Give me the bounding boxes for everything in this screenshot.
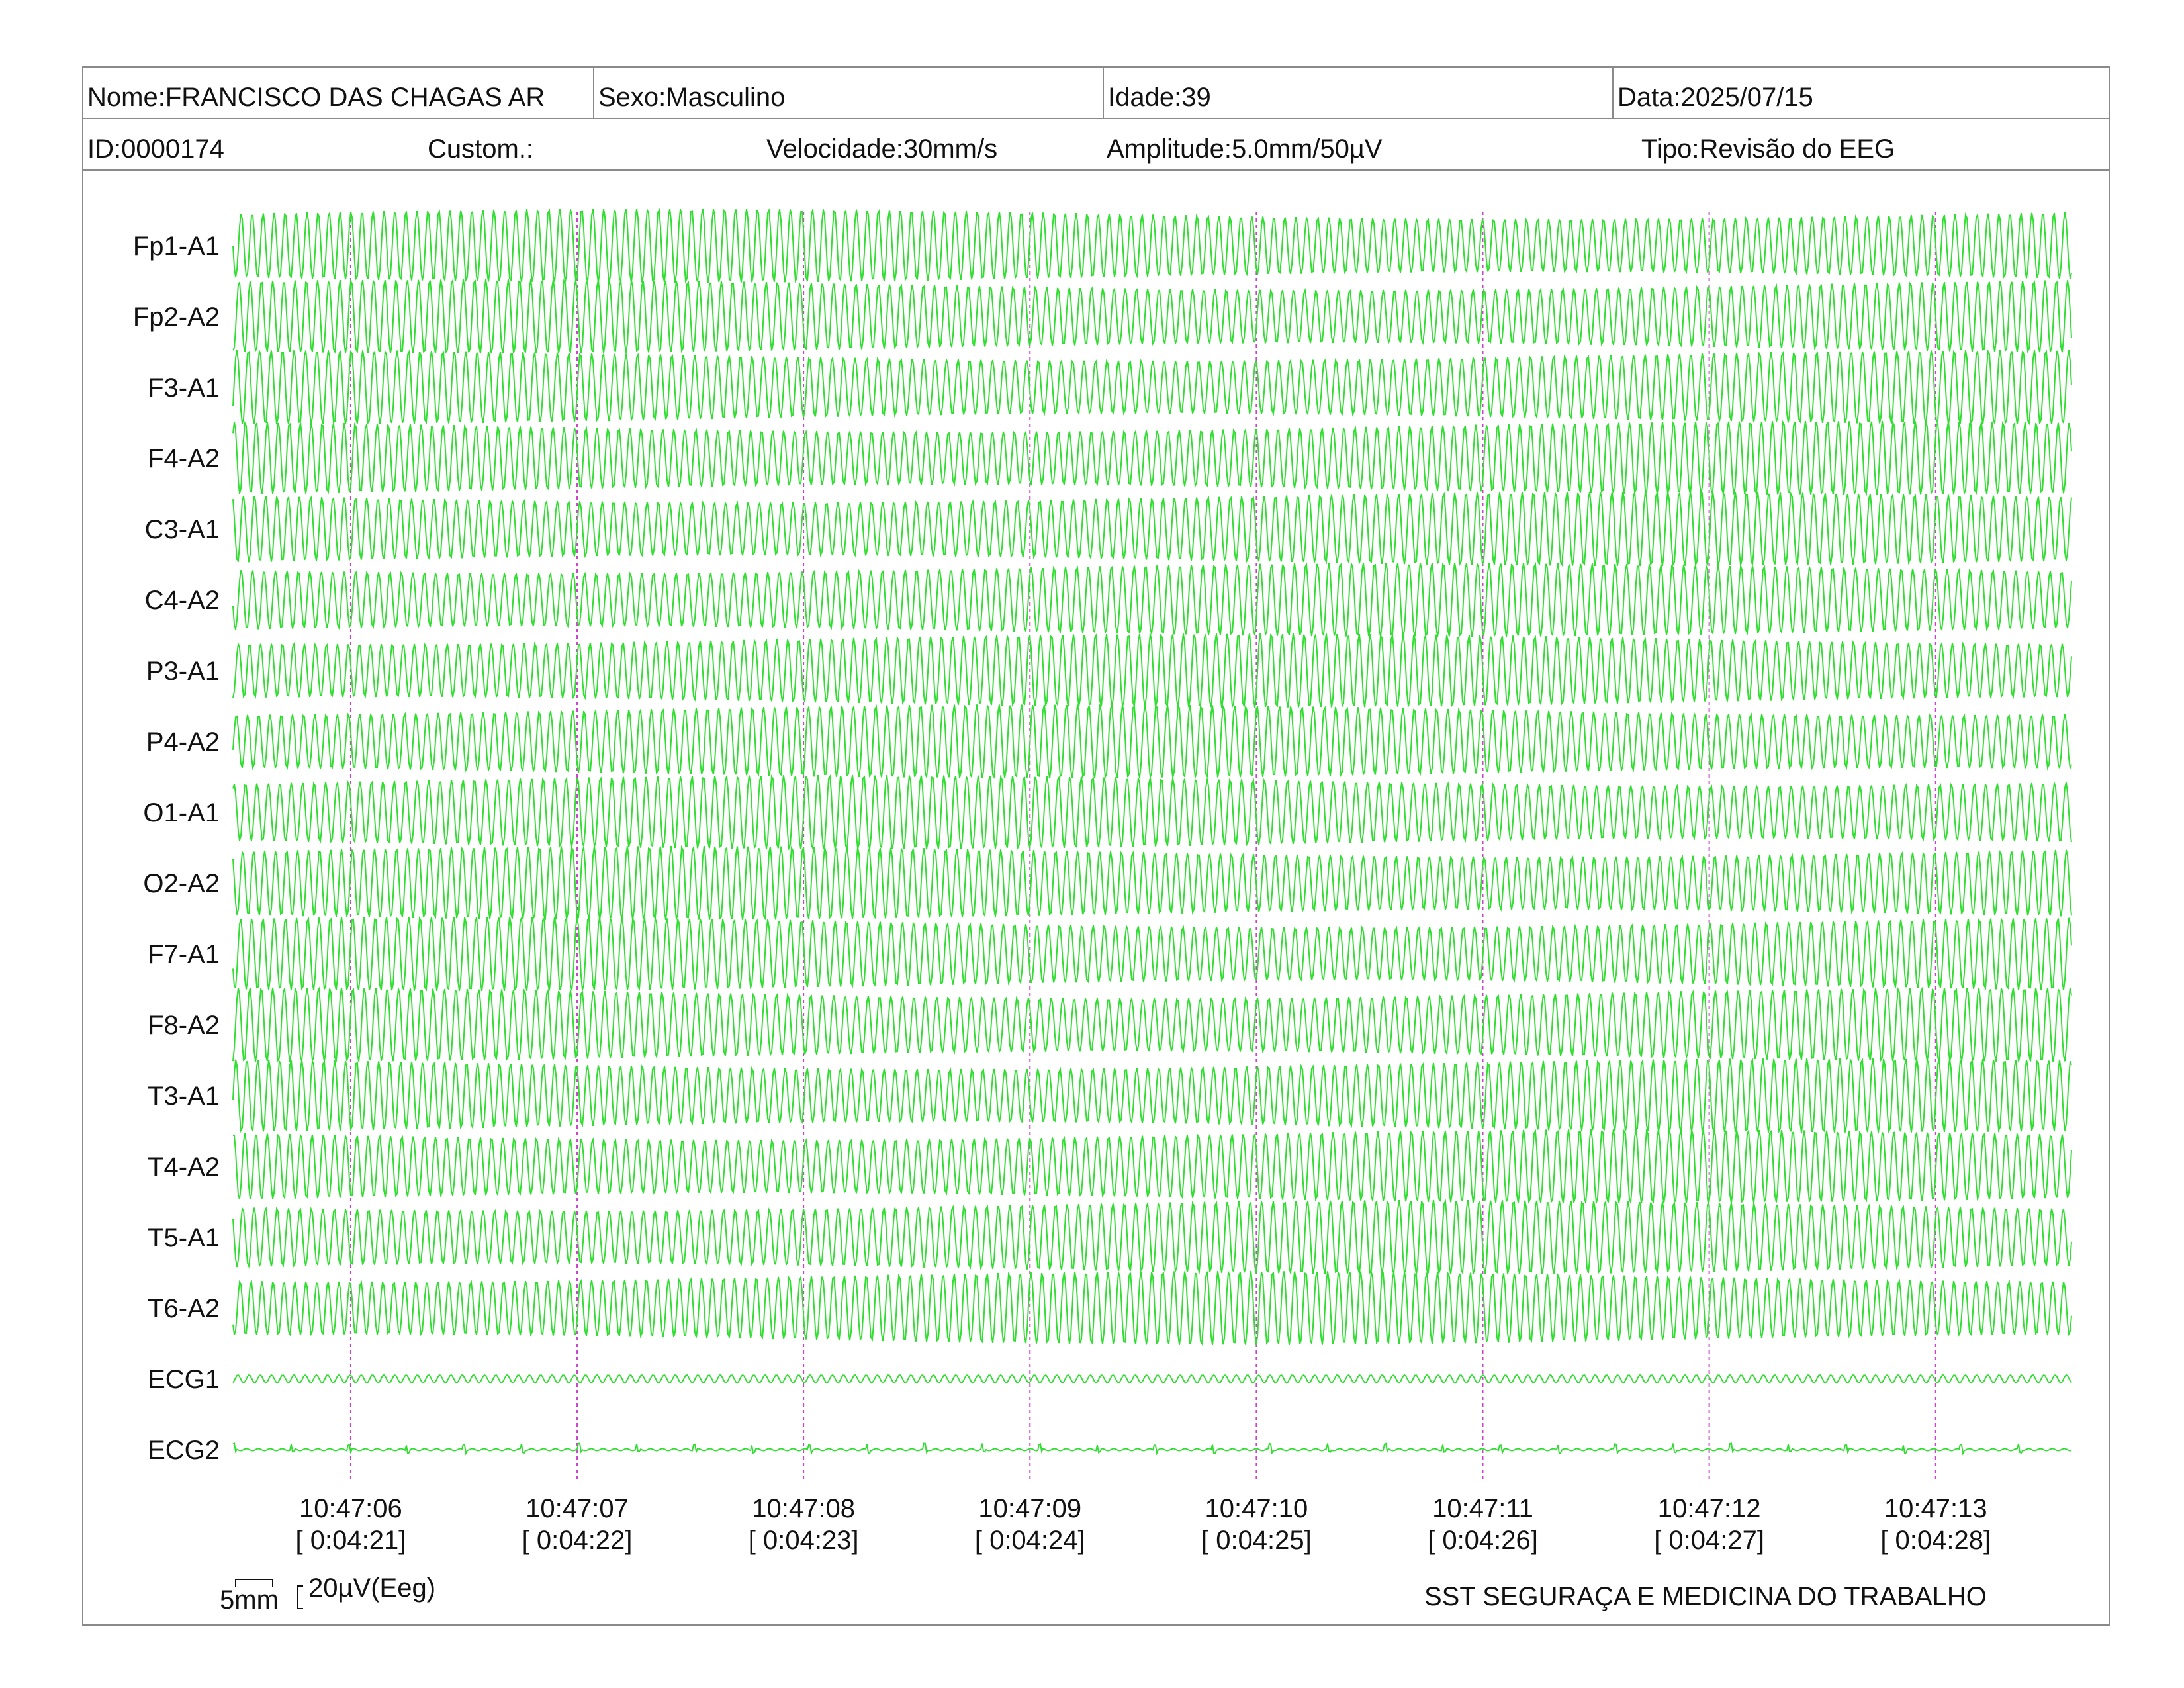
custom-field: Custom.: (428, 134, 534, 164)
channel-label: F3-A1 (148, 373, 220, 402)
channel-label-layer: Fp1-A1 Fp2-A2 F3-A1 F4-A2 C3-A1 C4-A2 P3-A1 P4-… (133, 232, 220, 1465)
time-clock-label: 10:47:13 (1884, 1494, 1987, 1523)
time-elapsed-label: [ 0:04:24] (975, 1526, 1085, 1555)
channel-label: C3-A1 (145, 515, 220, 544)
channel-label: ECG1 (148, 1365, 220, 1394)
channel-trace (232, 845, 2072, 921)
channel-trace (232, 1442, 2072, 1456)
channel-trace (232, 491, 2072, 567)
time-elapsed-label: [ 0:04:26] (1428, 1526, 1538, 1555)
header-row-exam: ID:0000174 Custom.: Velocidade:30mm/s Am… (83, 119, 2109, 171)
channel-label: T4-A2 (148, 1152, 220, 1182)
time-clock-label: 10:47:08 (752, 1494, 855, 1523)
time-clock-label: 10:47:11 (1432, 1494, 1533, 1523)
channel-trace (232, 561, 2072, 638)
channel-label: O2-A2 (143, 869, 220, 898)
time-elapsed-label: [ 0:04:28] (1880, 1526, 1991, 1555)
channel-trace (232, 915, 2072, 992)
channel-trace (232, 1270, 2072, 1346)
report-frame: Nome:FRANCISCO DAS CHAGAS AR Sexo:Mascul… (82, 66, 2110, 1626)
channel-trace (232, 986, 2072, 1063)
channel-label: Fp2-A2 (133, 303, 220, 332)
channel-label: C4-A2 (145, 586, 220, 615)
channel-trace (232, 420, 2072, 496)
channel-trace (232, 278, 2072, 354)
channel-trace (232, 774, 2072, 851)
time-scale-bracket (235, 1579, 273, 1587)
channel-label: T6-A2 (148, 1294, 220, 1323)
patient-id: ID:0000174 (87, 134, 224, 164)
time-elapsed-label: [ 0:04:21] (296, 1526, 406, 1555)
channel-label: F4-A2 (148, 444, 220, 473)
amplitude-scale-bracket (297, 1585, 303, 1609)
patient-sex: Sexo:Masculino (593, 68, 1103, 118)
time-clock-label: 10:47:09 (978, 1494, 1081, 1523)
patient-age: Idade:39 (1103, 68, 1612, 118)
time-clock-label: 10:47:12 (1658, 1494, 1761, 1523)
time-scale-label: 5mm (220, 1585, 279, 1615)
channel-trace (232, 632, 2072, 709)
time-clock-label: 10:47:07 (525, 1494, 629, 1523)
time-elapsed-label: [ 0:04:25] (1201, 1526, 1312, 1555)
amplitude-value: Amplitude:5.0mm/50µV (1107, 134, 1383, 164)
channel-label: O1-A1 (143, 798, 220, 827)
channel-label: T3-A1 (148, 1082, 220, 1111)
exam-type: Tipo:Revisão do EEG (1641, 134, 1895, 164)
channel-label: P3-A1 (146, 657, 220, 686)
channel-trace (232, 704, 2072, 780)
speed-value: Velocidade:30mm/s (766, 134, 998, 164)
channel-label: P4-A2 (146, 727, 220, 757)
channel-label: Fp1-A1 (133, 232, 220, 261)
time-label-layer: 10:47:06 [ 0:04:21] 10:47:07 [ 0:04:22] 10:4… (296, 1494, 1991, 1555)
time-elapsed-label: [ 0:04:27] (1654, 1526, 1764, 1555)
patient-name: Nome:FRANCISCO DAS CHAGAS AR (87, 83, 545, 112)
amplitude-scale-label: 20µV(Eeg) (308, 1573, 435, 1603)
channel-trace (232, 349, 2072, 426)
exam-date: Data:2025/07/15 (1612, 68, 2109, 118)
channel-label: F7-A1 (148, 940, 220, 969)
calibration-scale: 5mm 20µV(Eeg) (220, 1573, 435, 1615)
time-clock-label: 10:47:06 (299, 1494, 402, 1523)
channel-label: T5-A1 (148, 1223, 220, 1252)
channel-trace (232, 1057, 2072, 1134)
company-name: SST SEGURAÇA E MEDICINA DO TRABALHO (1424, 1582, 1987, 1611)
time-elapsed-label: [ 0:04:22] (522, 1526, 633, 1555)
channel-trace (232, 1199, 2072, 1276)
channel-trace (232, 1374, 2072, 1384)
channel-label: ECG2 (148, 1436, 220, 1465)
trace-layer (232, 207, 2072, 1456)
time-clock-label: 10:47:10 (1205, 1494, 1308, 1523)
header-row-patient: Nome:FRANCISCO DAS CHAGAS AR Sexo:Mascul… (83, 68, 2109, 119)
channel-trace (232, 207, 2072, 284)
time-elapsed-label: [ 0:04:23] (749, 1526, 859, 1555)
channel-label: F8-A2 (148, 1011, 220, 1040)
channel-trace (232, 1128, 2072, 1205)
